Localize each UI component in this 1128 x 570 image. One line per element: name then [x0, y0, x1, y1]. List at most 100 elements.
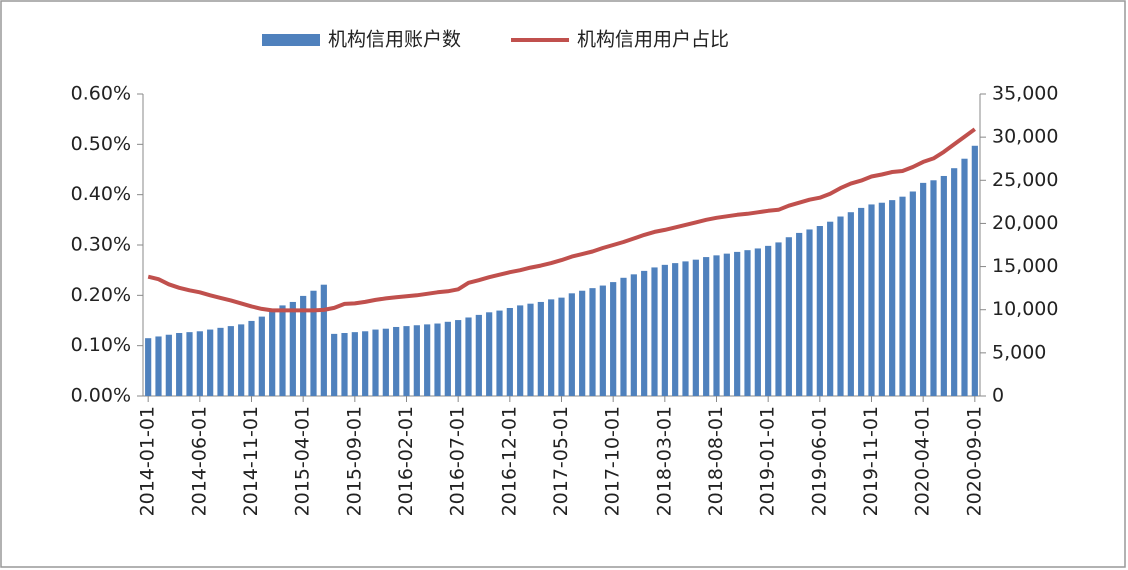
x-tick-label: 2015-09-01: [343, 406, 365, 516]
x-tick-label: 2020-04-01: [912, 406, 934, 516]
bar: [258, 316, 265, 396]
bar: [455, 320, 462, 396]
x-tick-label: 2017-05-01: [550, 406, 572, 516]
y-tick-label: 0.40%: [71, 183, 131, 205]
bar: [816, 226, 823, 396]
bar: [465, 317, 472, 396]
bar: [496, 310, 503, 396]
bar: [961, 158, 968, 396]
bar: [744, 250, 751, 396]
bar: [940, 175, 947, 396]
bar: [661, 264, 668, 396]
y2-tick-label: 0: [992, 385, 1004, 407]
x-tick-label: 2014-11-01: [240, 406, 262, 516]
bar: [692, 259, 699, 396]
x-tick-label: 2015-04-01: [292, 406, 314, 516]
bar: [548, 299, 555, 396]
y-tick-label: 0.20%: [71, 284, 131, 306]
legend-label: 机构信用账户数: [328, 29, 461, 51]
bar: [775, 242, 782, 396]
bar: [424, 324, 431, 396]
bar: [227, 326, 234, 396]
bar: [382, 328, 389, 396]
bar: [713, 255, 720, 396]
x-tick-label: 2014-06-01: [188, 406, 210, 516]
bar: [641, 270, 648, 396]
bar: [971, 145, 978, 396]
bar: [847, 212, 854, 396]
bar: [734, 251, 741, 396]
bar: [703, 257, 710, 396]
bar: [393, 326, 400, 396]
bar: [610, 282, 617, 396]
y2-tick-label: 35,000: [992, 83, 1058, 105]
bar: [579, 290, 586, 396]
y-tick-label: 0.30%: [71, 234, 131, 256]
bar: [331, 333, 338, 396]
bar: [300, 295, 307, 396]
bar: [413, 325, 420, 396]
bar: [920, 182, 927, 396]
bar: [434, 323, 441, 396]
x-tick-label: 2014-01-01: [137, 406, 159, 516]
bar: [765, 245, 772, 396]
bar: [155, 336, 162, 396]
x-tick-label: 2019-06-01: [808, 406, 830, 516]
bar: [806, 229, 813, 396]
x-tick-label: 2018-03-01: [653, 406, 675, 516]
bar: [444, 321, 451, 396]
bar: [238, 324, 245, 396]
bar: [506, 307, 513, 396]
bar: [682, 261, 689, 396]
bar: [341, 333, 348, 396]
legend-swatch: [262, 34, 320, 46]
bar: [362, 331, 369, 396]
bar: [754, 248, 761, 396]
x-tick-label: 2018-08-01: [705, 406, 727, 516]
bar: [145, 338, 152, 396]
x-tick-label: 2016-12-01: [498, 406, 520, 516]
bar: [320, 284, 327, 396]
bar: [372, 329, 379, 396]
bar: [930, 180, 937, 396]
bar: [279, 305, 286, 396]
bar: [951, 168, 958, 396]
bar: [176, 333, 183, 396]
bar: [837, 216, 844, 396]
bar: [351, 332, 358, 396]
bar: [899, 196, 906, 396]
bar: [785, 237, 792, 396]
bar: [858, 207, 865, 396]
bar: [289, 301, 296, 396]
bar: [310, 290, 317, 396]
bar: [909, 191, 916, 396]
legend-label: 机构信用用户占比: [577, 29, 729, 51]
bar: [651, 267, 658, 396]
y-tick-label: 0.00%: [71, 385, 131, 407]
bar: [517, 305, 524, 396]
y2-tick-label: 30,000: [992, 126, 1058, 148]
bar: [217, 327, 224, 396]
y-tick-label: 0.60%: [71, 83, 131, 105]
bar: [620, 277, 627, 396]
bar: [165, 334, 172, 396]
bar: [589, 288, 596, 396]
bar: [403, 326, 410, 396]
bar: [558, 297, 565, 396]
bar: [868, 204, 875, 396]
bar: [878, 202, 885, 396]
y2-tick-label: 5,000: [992, 341, 1046, 363]
x-tick-label: 2016-02-01: [395, 406, 417, 516]
bar: [248, 320, 255, 396]
y2-tick-label: 10,000: [992, 298, 1058, 320]
bar: [537, 301, 544, 396]
y2-tick-label: 15,000: [992, 255, 1058, 277]
bar: [889, 200, 896, 396]
x-tick-label: 2019-01-01: [757, 406, 779, 516]
bar: [475, 314, 482, 396]
bar: [196, 331, 203, 396]
y-tick-label: 0.10%: [71, 334, 131, 356]
x-tick-label: 2017-10-01: [602, 406, 624, 516]
bar: [486, 312, 493, 396]
y2-tick-label: 20,000: [992, 212, 1058, 234]
